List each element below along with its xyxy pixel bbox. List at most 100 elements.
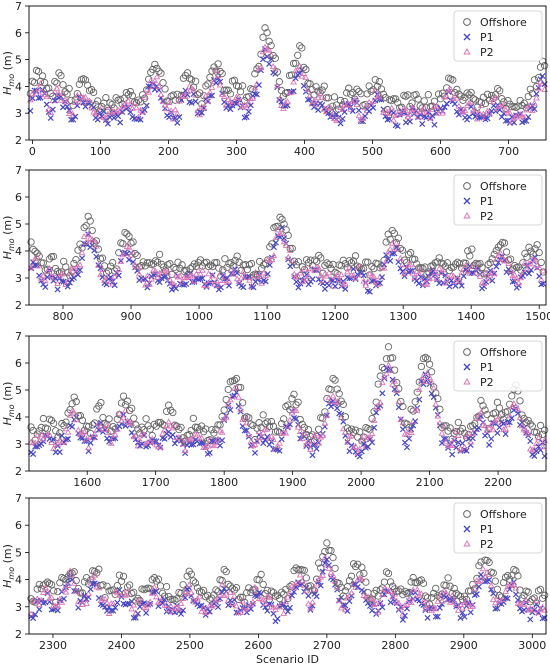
x-tick-label: 0	[29, 145, 36, 158]
point-p2	[105, 609, 113, 616]
point-p2	[407, 428, 415, 435]
point-p2	[113, 269, 121, 276]
point-offshore	[178, 261, 186, 269]
point-offshore	[526, 420, 534, 428]
point-p2	[223, 279, 231, 286]
point-p1	[475, 583, 482, 590]
point-p2	[190, 277, 198, 284]
point-offshore	[471, 96, 479, 104]
point-p1	[225, 282, 233, 289]
point-p1	[431, 121, 438, 128]
y-axis-label: Hmo (m)	[1, 544, 16, 588]
point-p2	[422, 605, 429, 612]
point-p1	[531, 105, 538, 112]
legend-marker-p2	[463, 539, 471, 547]
point-p2	[54, 602, 62, 609]
point-offshore	[433, 258, 441, 266]
point-p1	[458, 282, 465, 289]
point-p1	[66, 279, 73, 286]
point-offshore	[411, 255, 419, 263]
point-offshore	[300, 566, 308, 575]
point-p1	[292, 75, 299, 82]
point-offshore	[45, 415, 54, 423]
x-tick-label: 1000	[185, 310, 213, 323]
point-offshore	[294, 398, 302, 406]
point-p2	[174, 273, 182, 280]
point-offshore	[489, 569, 497, 577]
point-offshore	[328, 102, 337, 110]
point-offshore	[396, 244, 405, 253]
point-offshore	[313, 257, 321, 266]
point-p2	[253, 437, 261, 444]
point-offshore	[469, 94, 477, 103]
point-p1	[360, 272, 367, 279]
point-p2	[422, 378, 429, 384]
point-offshore	[444, 574, 452, 582]
legend-box	[453, 174, 543, 226]
y-tick-label: 4	[15, 80, 22, 93]
point-p1	[217, 442, 224, 449]
point-p1	[313, 593, 320, 600]
point-p1	[407, 267, 414, 275]
point-p1	[525, 114, 532, 121]
point-offshore	[323, 539, 331, 547]
point-p2	[441, 279, 449, 286]
point-p2	[509, 272, 517, 279]
point-p2	[491, 417, 499, 424]
point-offshore	[278, 215, 286, 224]
point-offshore	[122, 88, 130, 97]
point-offshore	[167, 406, 175, 414]
point-p2	[275, 95, 283, 102]
point-p2	[292, 406, 300, 413]
point-p2	[152, 267, 159, 274]
point-p2	[261, 600, 269, 607]
point-offshore	[68, 400, 76, 408]
point-p2	[268, 432, 275, 439]
point-p2	[159, 594, 166, 601]
point-p2	[531, 256, 539, 263]
y-tick-label: 4	[15, 411, 22, 424]
point-offshore	[446, 424, 454, 432]
point-offshore	[288, 395, 296, 403]
point-offshore	[287, 71, 296, 79]
point-offshore	[151, 257, 160, 265]
point-p2	[187, 435, 195, 442]
point-offshore	[52, 427, 60, 435]
point-p2	[231, 97, 238, 104]
point-p1	[176, 114, 183, 121]
legend-box	[453, 502, 543, 554]
point-offshore	[502, 248, 511, 256]
point-offshore	[132, 597, 140, 605]
point-offshore	[117, 577, 126, 585]
point-p2	[177, 600, 185, 607]
point-p2	[429, 274, 437, 281]
point-p2	[101, 595, 109, 602]
point-offshore	[409, 255, 417, 263]
point-p2	[469, 107, 477, 114]
point-offshore	[373, 82, 381, 91]
point-offshore	[231, 256, 239, 264]
point-offshore	[347, 572, 356, 580]
point-offshore	[412, 90, 420, 99]
point-p1	[132, 614, 139, 621]
point-offshore	[430, 97, 439, 105]
point-offshore	[243, 265, 252, 274]
point-offshore	[478, 263, 486, 272]
point-offshore	[540, 591, 549, 599]
point-offshore	[404, 91, 412, 99]
point-p2	[286, 416, 294, 423]
point-offshore	[341, 587, 350, 595]
point-p2	[487, 581, 495, 588]
point-offshore	[436, 405, 444, 413]
point-offshore	[106, 99, 114, 107]
point-p2	[257, 434, 265, 441]
point-p1	[429, 112, 436, 119]
point-p1	[486, 576, 493, 583]
point-p2	[176, 272, 184, 279]
point-p1	[60, 595, 67, 602]
point-p1	[541, 453, 548, 460]
point-p2	[37, 430, 45, 437]
point-p2	[512, 403, 520, 409]
point-p1	[200, 105, 207, 112]
point-offshore	[157, 69, 165, 77]
